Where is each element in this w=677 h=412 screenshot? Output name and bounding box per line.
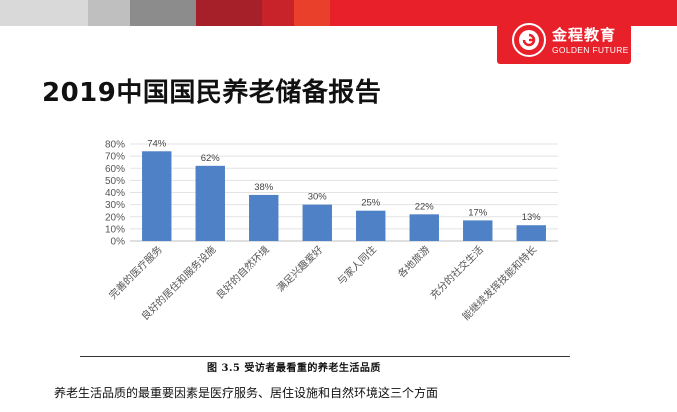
golden-future-emblem-icon [512, 23, 546, 57]
bars [142, 151, 546, 241]
slide-footnote: 养老生活品质的最重要因素是医疗服务、居住设施和自然环境这三个方面 [54, 386, 439, 400]
bar [463, 220, 493, 241]
y-tick-label: 70% [105, 152, 125, 163]
logo-english-text: GOLDEN FUTURE [552, 45, 629, 55]
bar [356, 210, 386, 241]
category-label: 满足兴趣爱好 [274, 243, 326, 295]
y-tick-label: 60% [105, 164, 125, 175]
value-labels: 74% 62% 38% 30% 25% 22% 17% 13% [147, 138, 541, 223]
band-segment [196, 0, 262, 26]
category-label: 与家人同住 [334, 243, 379, 288]
value-label: 13% [522, 212, 542, 223]
bar [195, 165, 225, 241]
band-segment [0, 0, 88, 26]
bar [142, 151, 172, 241]
value-label: 62% [201, 153, 221, 164]
y-tick-label: 50% [105, 176, 125, 187]
category-label: 各地旅游 [395, 243, 432, 280]
band-segment [130, 0, 196, 26]
band-segment [262, 0, 294, 26]
caption-rule [80, 356, 570, 357]
y-tick-label: 0% [111, 237, 126, 248]
category-label: 完善的医疗服务 [106, 243, 165, 302]
logo-chinese-text: 金程教育 [552, 26, 617, 44]
chart-caption: 图 3.5 受访者最看重的养老生活品质 [207, 363, 381, 374]
value-label: 38% [254, 182, 274, 193]
value-label: 74% [147, 138, 167, 149]
page-title: 2019中国国民养老储备报告 [42, 78, 382, 108]
bar [516, 225, 546, 241]
value-label: 25% [361, 198, 381, 209]
top-color-band [0, 0, 677, 26]
y-tick-label: 20% [105, 212, 125, 223]
value-label: 30% [308, 192, 328, 203]
y-tick-label: 10% [105, 224, 125, 235]
bar [302, 204, 332, 241]
y-tick-label: 80% [105, 140, 125, 151]
bar [249, 194, 279, 241]
y-tick-label: 30% [105, 200, 125, 211]
gridlines [130, 143, 558, 242]
bar [409, 214, 439, 241]
category-label: 充分的社交生活 [427, 243, 486, 302]
y-tick-label: 40% [105, 188, 125, 199]
band-segment [88, 0, 130, 26]
bar-chart: 0%10%20%30%40%50%60%70%80% 74%62%38%30%2… [105, 138, 558, 323]
band-segment [294, 0, 330, 26]
value-label: 22% [415, 201, 435, 212]
value-label: 17% [468, 207, 488, 218]
y-axis-ticks: 0% 10%20%30%40%50%60%70%80% [105, 140, 125, 248]
category-label: 良好的自然环境 [213, 243, 272, 302]
